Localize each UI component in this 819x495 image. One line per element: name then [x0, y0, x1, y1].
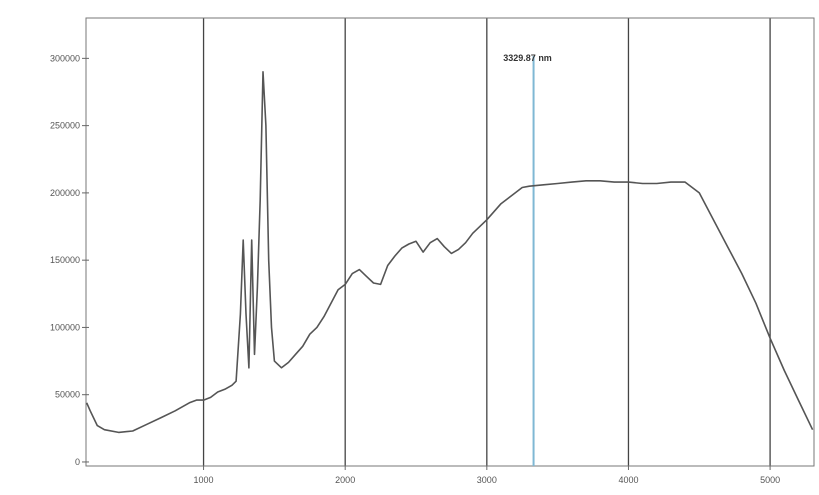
y-tick-label: 150000 — [50, 255, 80, 265]
x-tick-label: 5000 — [760, 475, 780, 485]
tick-labels: 0 50000 100000 150000 200000 250000 300000 1000… — [50, 53, 780, 485]
series-group — [85, 71, 814, 434]
y-tick-label: 250000 — [50, 121, 80, 131]
x-tick-label: 3000 — [477, 475, 497, 485]
x-tick-label: 2000 — [335, 475, 355, 485]
plot-frame — [85, 17, 815, 467]
x-tick-label: 4000 — [618, 475, 638, 485]
axes — [85, 17, 815, 467]
y-tick-label: 0 — [75, 457, 80, 467]
y-tick-label: 50000 — [55, 390, 80, 400]
x-tick-label: 1000 — [194, 475, 214, 485]
marker-group: 3329.87 nm — [503, 53, 552, 466]
y-tick-label: 200000 — [50, 188, 80, 198]
marker-label: 3329.87 nm — [503, 53, 552, 63]
y-tick-label: 300000 — [50, 53, 80, 63]
grid-lines — [202, 18, 771, 466]
series-line — [85, 71, 814, 434]
y-tick-label: 100000 — [50, 322, 80, 332]
